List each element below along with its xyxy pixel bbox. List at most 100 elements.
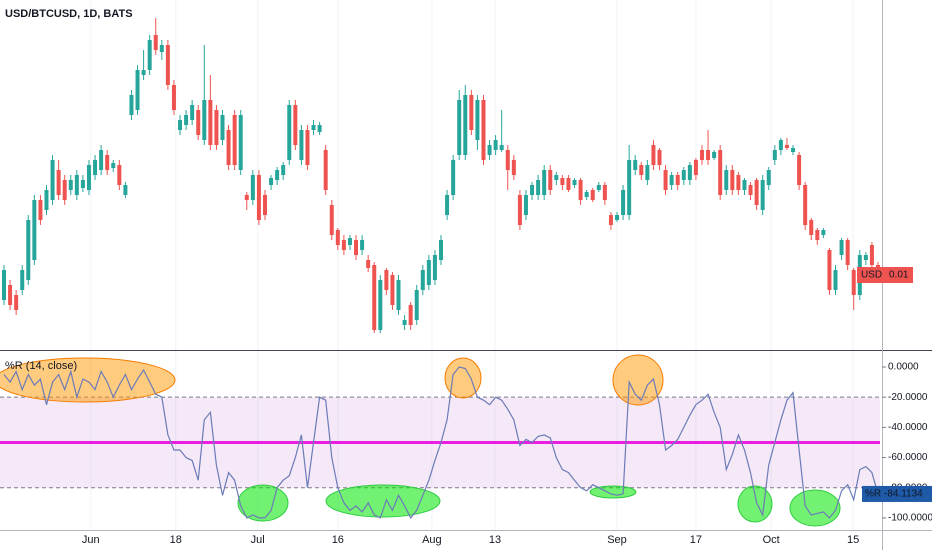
candle-body: [105, 155, 110, 170]
price-badge: [857, 267, 913, 283]
candle-body: [457, 100, 462, 155]
candle-body: [645, 165, 650, 180]
annotations: [0, 354, 841, 527]
candle-body: [439, 240, 444, 260]
candle-body: [26, 220, 31, 280]
candle-body: [754, 180, 759, 205]
candle-body: [675, 175, 680, 185]
x-tick-label: Aug: [422, 534, 442, 546]
candle-body: [269, 178, 274, 185]
candle-body: [202, 100, 207, 140]
candle-body: [402, 320, 407, 325]
candle-body: [56, 170, 61, 195]
candle-body: [572, 180, 577, 185]
candle-body: [718, 150, 723, 195]
candle-body: [602, 185, 607, 200]
highlight-ellipse: [789, 489, 841, 527]
candle-body: [317, 125, 322, 132]
candle-body: [190, 105, 195, 120]
candle-body: [566, 178, 571, 190]
candle-body: [299, 130, 304, 160]
candle-body: [408, 305, 413, 325]
candle-body: [281, 165, 286, 175]
candle-body: [742, 180, 747, 190]
candle-body: [778, 140, 783, 150]
highlight-ellipse: [325, 484, 441, 518]
candle-body: [523, 195, 528, 215]
candle-body: [135, 70, 140, 110]
candle-body: [499, 145, 504, 150]
candle-body: [791, 148, 796, 152]
candle-body: [596, 185, 601, 190]
value-badge: [862, 485, 932, 502]
value-badge-value: -84.1134: [884, 489, 923, 500]
candle-body: [232, 115, 237, 165]
candle-body: [354, 240, 359, 255]
candle-body: [44, 190, 49, 210]
candle-body: [244, 195, 249, 200]
candle-body: [372, 265, 377, 330]
x-tick-label: 16: [332, 534, 344, 546]
candle-body: [639, 165, 644, 175]
candle-body: [863, 255, 868, 260]
highlight-ellipse: [589, 485, 637, 499]
highlight-ellipse: [612, 354, 664, 406]
candle-body: [171, 85, 176, 110]
x-tick-label: 15: [847, 534, 859, 546]
candle-body: [226, 130, 231, 165]
candle-body: [384, 270, 389, 290]
candle-body: [335, 230, 340, 245]
candle-body: [554, 175, 559, 180]
price-badge-currency: USD: [861, 270, 882, 281]
candle-body: [536, 180, 541, 195]
candle-body: [129, 95, 134, 115]
candle-body: [633, 160, 638, 170]
candle-body: [681, 170, 686, 180]
candle-body: [305, 130, 310, 165]
candle-body: [548, 170, 553, 190]
candle-body: [724, 170, 729, 190]
candle-body: [14, 295, 19, 310]
candle-body: [730, 170, 735, 190]
candle-body: [505, 150, 510, 170]
candle-body: [293, 105, 298, 145]
candle-body: [238, 115, 243, 170]
candle-body: [378, 280, 383, 330]
candle-body: [511, 160, 516, 175]
candle-body: [445, 195, 450, 215]
candle-body: [693, 160, 698, 175]
williams-r-line: [3, 366, 879, 520]
candle-body: [86, 165, 91, 190]
candle-body: [517, 195, 522, 225]
y-tick-label: -100.0000: [888, 513, 932, 524]
candle-body: [196, 110, 201, 135]
candle-body: [93, 160, 98, 175]
candle-body: [481, 100, 486, 160]
candle-body: [560, 178, 565, 185]
candle-body: [663, 170, 668, 190]
candle-body: [2, 270, 7, 300]
candle-body: [530, 185, 535, 195]
candle-body: [578, 180, 583, 200]
candle-body: [766, 170, 771, 185]
candle-body: [38, 200, 43, 220]
candle-body: [262, 195, 267, 215]
candle-body: [827, 250, 832, 290]
candle-body: [184, 115, 189, 125]
candle-body: [311, 125, 316, 130]
candle-body: [463, 95, 468, 155]
highlight-ellipse: [737, 485, 773, 523]
candle-body: [159, 45, 164, 52]
candle-body: [153, 35, 158, 50]
candle-body: [390, 275, 395, 305]
candle-body: [74, 175, 79, 195]
candle-body: [590, 190, 595, 200]
candle-body: [869, 245, 874, 265]
y-tick-label: -40.0000: [888, 422, 928, 433]
candle-body: [426, 260, 431, 285]
value-badge-name: %R: [865, 489, 881, 500]
candle-body: [736, 175, 741, 190]
candle-body: [32, 200, 37, 260]
candle-body: [178, 120, 183, 130]
